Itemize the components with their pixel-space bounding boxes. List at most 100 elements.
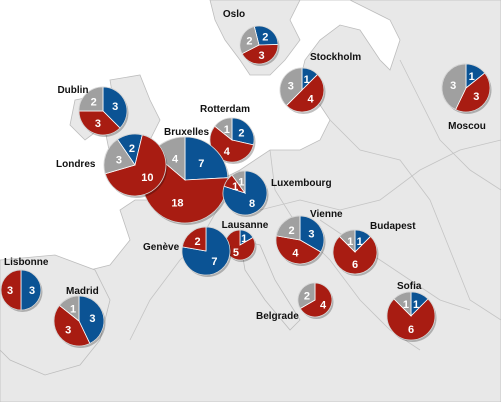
pie-lisbonne: 33: [0, 269, 43, 312]
pie-outline: [386, 291, 436, 341]
pie-slice: [275, 215, 301, 241]
border-line: [129, 169, 241, 341]
slice-value-label: 1: [304, 74, 310, 86]
slice-value-label: 4: [292, 247, 299, 259]
border-line: [329, 119, 501, 321]
pie-slice: [279, 67, 303, 107]
slice-value-label: 3: [259, 50, 265, 62]
pie-slice: [184, 136, 229, 181]
pie-slice: [214, 117, 233, 141]
pie-sofia: 1 6 1: [386, 291, 437, 342]
pie-luxembourg: 81 1: [222, 170, 269, 217]
pie-outline: [275, 215, 325, 265]
slice-value-label: 3: [288, 80, 294, 92]
slice-value-label: 3: [95, 118, 101, 130]
pie-slice: [275, 235, 322, 265]
pie-outline: [0, 269, 42, 311]
pie-outline: [332, 229, 378, 275]
pie-moscou: 1 3 3: [441, 63, 492, 114]
pie-slice: [441, 63, 467, 111]
pie-geneve: 72: [181, 226, 232, 277]
slice-value-label: 3: [112, 101, 118, 113]
slice-value-label: 10: [141, 172, 153, 184]
pie-budapest: 1 6 1: [332, 229, 379, 276]
slice-value-label: 1: [357, 236, 363, 248]
slice-value-label: 3: [308, 228, 314, 240]
slice-value-label: 1: [238, 176, 244, 188]
city-label-rotterdam: Rotterdam: [200, 104, 250, 115]
pie-outline: [181, 226, 231, 276]
pie-slice: [181, 226, 231, 276]
slice-value-label: 4: [172, 154, 179, 166]
slice-value-label: 2: [262, 32, 268, 44]
pie-slice: [224, 229, 256, 261]
slice-value-label: 2: [288, 225, 294, 237]
pie-slice: [181, 226, 207, 252]
slice-value-label: 1: [347, 236, 353, 248]
slice-value-label: 8: [249, 198, 255, 210]
pie-slice: [102, 86, 128, 129]
slice-value-label: 7: [211, 256, 217, 268]
slice-value-label: 1: [70, 304, 76, 316]
pie-slice: [386, 298, 436, 341]
pie-bruxelles: 7 18 4: [141, 136, 230, 225]
slice-value-label: 18: [171, 197, 183, 209]
slice-value-label: 3: [89, 313, 95, 325]
pie-lausanne: 15: [224, 229, 257, 262]
city-label-budapest: Budapest: [370, 221, 416, 232]
pie-londres: 2 10 3: [103, 133, 168, 198]
pie-slice: [253, 25, 279, 46]
pie-slice: [78, 110, 121, 136]
slice-value-label: 3: [29, 285, 35, 297]
pie-vienne: 34 2: [275, 215, 326, 266]
pie-slice: [78, 86, 104, 112]
pie-slice: [20, 269, 42, 311]
slice-value-label: 1: [241, 233, 247, 245]
city-label-dublin: Dublin: [57, 85, 88, 96]
slice-value-label: 7: [198, 158, 204, 170]
slice-value-label: 2: [238, 127, 244, 139]
pie-slice: [103, 138, 136, 175]
pie-slice: [338, 229, 356, 253]
pie-outline: [103, 133, 167, 197]
italy-shape: [239, 239, 301, 331]
pie-stockholm: 1 4 3: [279, 67, 326, 114]
pie-slice: [58, 295, 80, 322]
slice-value-label: 5: [233, 247, 239, 259]
slice-value-label: 2: [194, 236, 200, 248]
pie-slice: [299, 282, 333, 318]
slice-value-label: 2: [91, 97, 97, 109]
pie-outline: [53, 295, 105, 347]
pie-outline: [209, 117, 255, 163]
slice-value-label: 2: [304, 290, 310, 302]
pie-slice: [0, 269, 22, 311]
city-label-bruxelles: Bruxelles: [164, 127, 209, 138]
pie-slice: [393, 291, 412, 317]
pie-slice: [231, 117, 255, 146]
city-label-geneve: Genève: [143, 242, 180, 253]
pie-dublin: 33 2: [78, 86, 129, 137]
slice-value-label: 1: [232, 181, 238, 193]
slice-value-label: 3: [116, 154, 122, 166]
city-label-moscou: Moscou: [448, 121, 486, 132]
pie-oslo: 232: [239, 25, 280, 66]
pie-slice: [332, 235, 378, 275]
pie-slice: [78, 295, 105, 345]
slice-value-label: 4: [320, 300, 327, 312]
pie-outline: [441, 63, 491, 113]
pie-belgrade: 42: [297, 282, 334, 319]
pie-rotterdam: 24 1: [209, 117, 256, 164]
city-label-vienne: Vienne: [310, 209, 343, 220]
slice-value-label: 4: [307, 94, 314, 106]
slice-value-label: 6: [352, 259, 358, 271]
slice-value-label: 1: [224, 124, 230, 136]
city-label-oslo: Oslo: [223, 9, 245, 20]
city-label-stockholm: Stockholm: [310, 52, 361, 63]
pie-slice: [455, 72, 491, 113]
pie-slice: [231, 170, 246, 195]
city-label-madrid: Madrid: [66, 286, 99, 297]
city-label-londres: Londres: [56, 159, 96, 170]
border-line: [269, 149, 421, 351]
border-line: [399, 59, 501, 191]
